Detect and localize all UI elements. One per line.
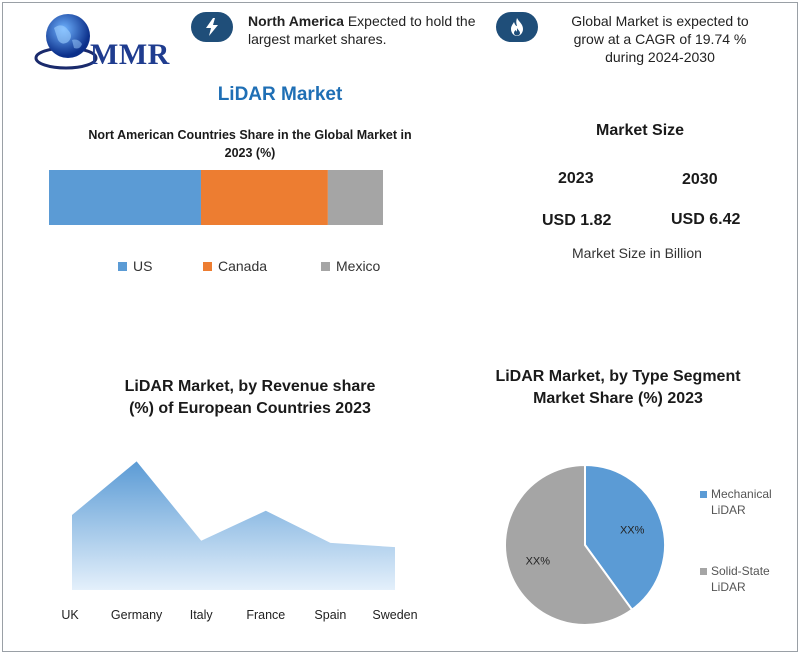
area-chart-title-line1: LiDAR Market, by Revenue share <box>124 378 376 395</box>
flame-icon <box>511 18 523 36</box>
bar-legend: US Canada Mexico <box>118 258 418 274</box>
bar-chart-title: Nort American Countries Share in the Glo… <box>60 126 440 162</box>
pie-legend-solid-state-line1: Solid-State <box>711 564 770 578</box>
market-year-2030: 2030 <box>682 171 718 188</box>
legend-mexico: Mexico <box>321 258 411 274</box>
pie-chart-title-line2: Market Share (%) 2023 <box>533 390 703 407</box>
pie-chart-title-line1: LiDAR Market, by Type Segment <box>495 368 741 385</box>
pie-legend-mechanical: Mechanical LiDAR <box>700 486 772 518</box>
pie-chart: XX% XX% <box>504 463 666 626</box>
cagr-line3: during 2024-2030 <box>605 49 715 65</box>
legend-us: US <box>118 258 203 274</box>
lightning-icon <box>206 18 218 36</box>
x-tick-label: UK <box>61 608 79 622</box>
cagr-line2: grow at a CAGR of 19.74 % <box>573 31 747 47</box>
pie-chart-title: LiDAR Market, by Type Segment Market Sha… <box>478 366 758 410</box>
legend-us-swatch <box>118 261 127 271</box>
pie-slice-label: XX% <box>526 555 551 567</box>
cagr-line1: Global Market is expected to <box>571 13 749 29</box>
market-year-2023: 2023 <box>558 170 594 187</box>
bar-segment-us <box>49 170 201 225</box>
pie-slice-solid-state <box>504 463 634 626</box>
area-chart-title: LiDAR Market, by Revenue share (%) of Eu… <box>60 376 440 420</box>
x-tick-label: Spain <box>314 608 346 622</box>
legend-canada-label: Canada <box>218 258 268 274</box>
globe-icon <box>34 14 98 70</box>
legend-canada: Canada <box>203 258 321 274</box>
lightning-badge <box>191 12 233 42</box>
legend-mexico-swatch <box>321 261 330 271</box>
legend-canada-swatch <box>203 261 212 271</box>
north-america-note: North America Expected to hold the large… <box>248 12 488 48</box>
pie-legend-mechanical-line2: LiDAR <box>711 503 746 517</box>
legend-mexico-label: Mexico <box>336 258 381 274</box>
x-tick-label: France <box>246 608 285 622</box>
pie-slice-label: XX% <box>620 525 645 537</box>
area-chart: UK Germany Italy France Spain Sweden <box>61 461 418 622</box>
bar-segment-canada <box>200 170 328 225</box>
note-rest: Expected to hold the <box>343 13 476 29</box>
market-value-2030: USD 6.42 <box>671 211 741 228</box>
x-tick-label: Sweden <box>372 608 417 622</box>
market-value-2023: USD 1.82 <box>542 212 612 229</box>
x-tick-label: Italy <box>190 608 214 622</box>
note-bold: North America <box>248 13 344 29</box>
bar-segment-mexico <box>327 170 383 225</box>
pie-legend-mechanical-line1: Mechanical <box>711 487 772 501</box>
stacked-bar-chart <box>49 170 383 225</box>
pie-legend-solid-state-line2: LiDAR <box>711 580 746 594</box>
area-series <box>72 461 395 590</box>
market-size-unit: Market Size in Billion <box>572 245 702 261</box>
bar-chart-title-line1: Nort American Countries Share in the Glo… <box>88 128 412 142</box>
page-title: LiDAR Market <box>217 84 343 105</box>
x-tick-label: Germany <box>111 608 163 622</box>
pie-slice-mechanical <box>584 463 666 612</box>
bar-chart-title-line2: 2023 (%) <box>224 146 276 160</box>
pie-legend-solid-state-swatch <box>700 567 707 575</box>
flame-badge <box>496 12 538 42</box>
area-chart-title-line2: (%) of European Countries 2023 <box>129 400 371 417</box>
note-line2: largest market shares. <box>248 31 387 47</box>
mmr-logo: MMR <box>32 10 182 76</box>
cagr-note: Global Market is expected to grow at a C… <box>540 12 780 66</box>
legend-us-label: US <box>133 258 153 274</box>
market-size-title: Market Size <box>596 122 685 139</box>
pie-legend-mechanical-swatch <box>700 490 707 498</box>
logo-text: MMR <box>90 38 170 71</box>
pie-legend-solid-state: Solid-State LiDAR <box>700 563 770 595</box>
